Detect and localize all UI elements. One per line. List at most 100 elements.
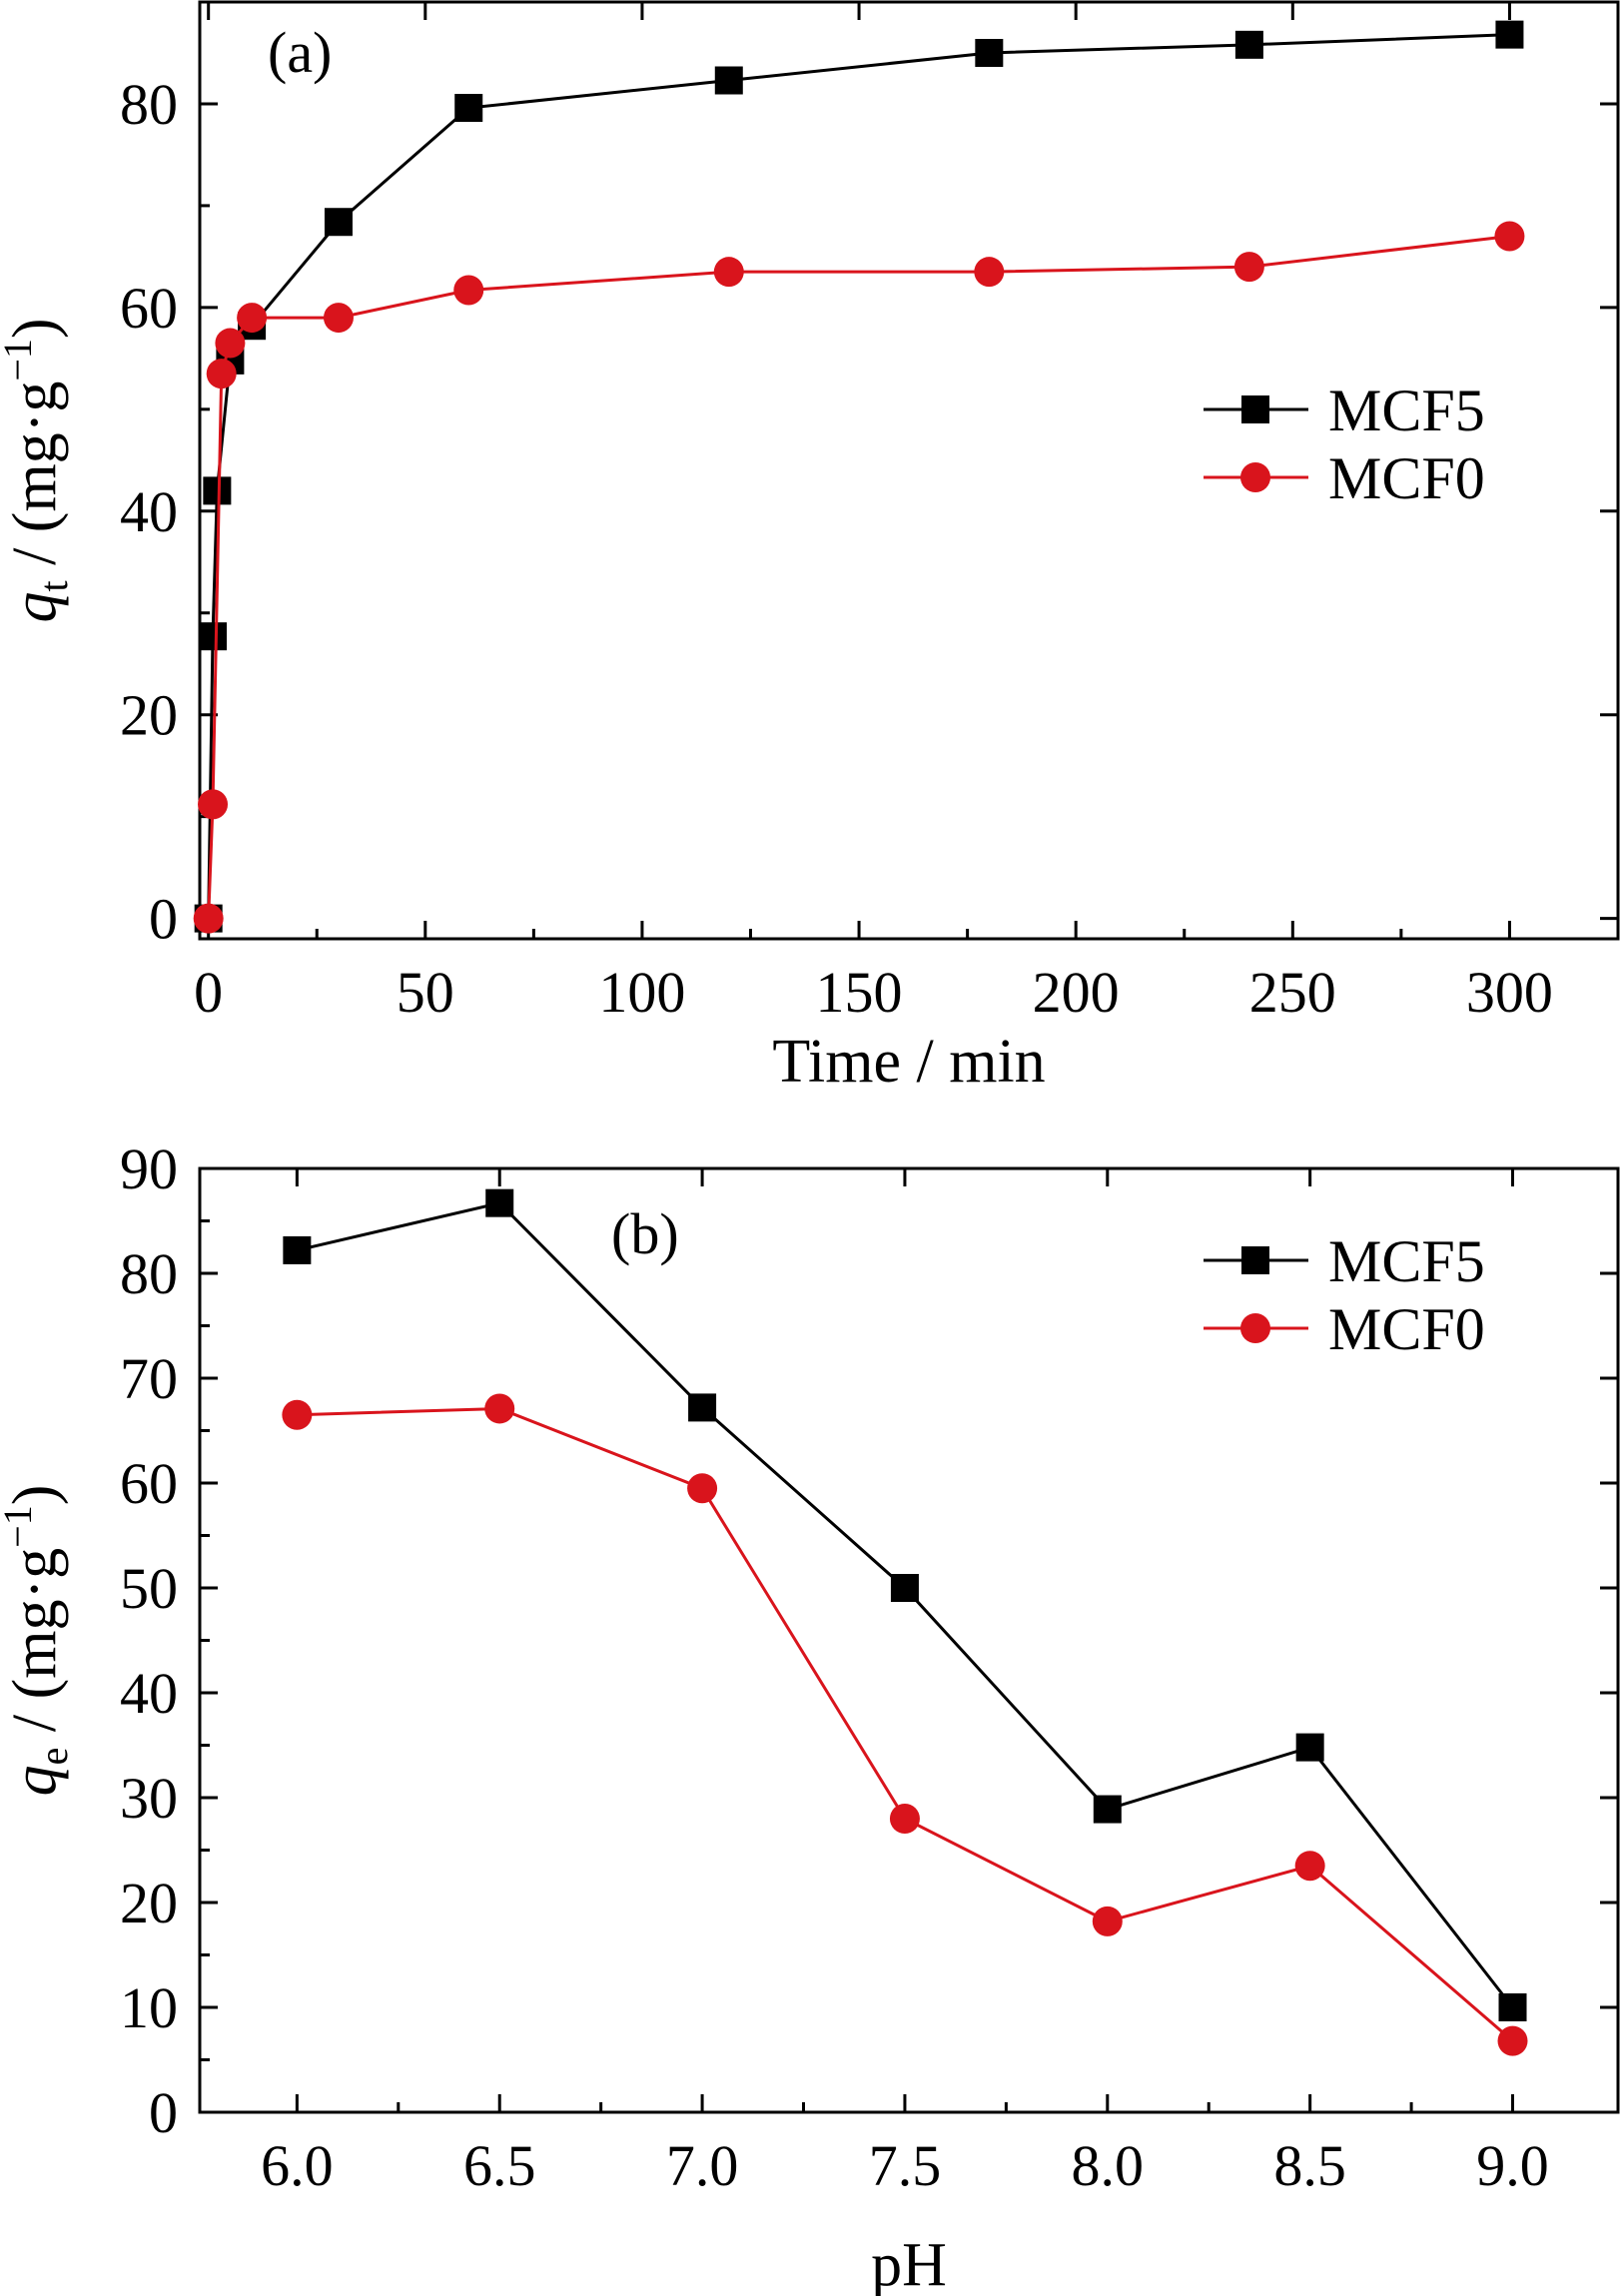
x-tick-label: 7.5	[869, 2133, 942, 2198]
x-tick-label: 200	[1033, 960, 1120, 1025]
data-point	[1092, 1906, 1123, 1936]
y-tick-label: 60	[120, 1451, 178, 1516]
x-tick-label: 6.0	[261, 2133, 334, 2198]
data-point	[453, 275, 484, 306]
series-line	[207, 235, 1510, 919]
legend-label: MCF0	[1328, 445, 1485, 511]
x-axis: 6.0 6.5 7.0 7.5 8.0 8.5 9.0	[261, 1168, 1549, 2198]
y-axis-label-close: )	[1, 1485, 69, 1506]
x-tick-label: 6.5	[463, 2133, 536, 2198]
series-mcf5	[194, 20, 1524, 933]
x-tick-label: 8.5	[1273, 2133, 1346, 2198]
legend-label: MCF5	[1328, 1228, 1485, 1294]
y-axis-label-unit: / (mg·g	[1, 1548, 69, 1748]
y-tick-label: 20	[120, 683, 178, 748]
data-point	[206, 359, 237, 389]
legend-entry-mcf0: MCF0	[1204, 445, 1485, 511]
y-axis-label: qe / (mg·g−1)	[0, 1485, 76, 1797]
legend-entry-mcf0: MCF0	[1204, 1296, 1485, 1362]
y-axis-label-sup: −1	[0, 339, 40, 382]
x-tick-label: 100	[598, 960, 685, 1025]
data-point	[324, 208, 353, 237]
legend-label: MCF0	[1328, 1296, 1485, 1362]
y-axis-label-unit: / (mg·g	[1, 382, 69, 581]
data-point	[1093, 1795, 1122, 1824]
data-point	[889, 1804, 920, 1834]
y-tick-label: 10	[120, 1975, 178, 2040]
y-axis-label: qt / (mg·g−1)	[0, 318, 76, 622]
legend-marker	[1241, 1246, 1269, 1274]
data-point	[484, 1393, 515, 1424]
data-point	[688, 1393, 717, 1422]
chart-panel-b: 6.0 6.5 7.0 7.5 8.0 8.5 9.0 0 10 20 30 40 50 60 70 80 90…	[0, 1137, 1620, 2296]
y-axis: 0 20 40 60 80	[120, 72, 1618, 952]
y-axis-label-sub: t	[31, 580, 76, 591]
legend-label: MCF5	[1328, 378, 1485, 443]
series-mcf0	[282, 1393, 1528, 2056]
data-point	[454, 94, 483, 123]
y-tick-label: 30	[120, 1766, 178, 1831]
y-tick-label: 0	[149, 887, 178, 952]
y-axis-label-var: q	[1, 592, 69, 623]
x-axis-label: pH	[871, 2231, 947, 2296]
chart-panel-a: 0 50 100 150 200 250 300 0 20 40 60 80 Time / min qt …	[0, 0, 1620, 1096]
series-line	[297, 1406, 1514, 2042]
data-point	[1494, 221, 1525, 252]
x-tick-label: 8.0	[1072, 2133, 1145, 2198]
data-point	[215, 328, 246, 359]
data-point	[199, 622, 228, 651]
data-point	[1497, 2025, 1528, 2056]
legend-entry-mcf5: MCF5	[1204, 1228, 1485, 1294]
y-tick-label: 40	[120, 479, 178, 544]
series-mcf0	[193, 221, 1525, 934]
data-point	[237, 303, 268, 334]
y-axis-label-sub: e	[31, 1748, 76, 1766]
data-point	[974, 257, 1005, 288]
data-point	[282, 1399, 313, 1430]
x-tick-label: 300	[1466, 960, 1553, 1025]
x-tick-label: 150	[816, 960, 903, 1025]
data-point	[323, 303, 354, 334]
plot-frame	[198, 0, 1620, 941]
series-mcf5	[283, 1188, 1527, 2021]
y-tick-label: 80	[120, 1241, 178, 1306]
y-tick-label: 50	[120, 1556, 178, 1621]
data-point	[485, 1188, 514, 1217]
y-tick-label: 40	[120, 1661, 178, 1726]
data-point	[1295, 1733, 1324, 1762]
data-point	[1498, 1993, 1527, 2021]
x-tick-label: 250	[1249, 960, 1336, 1025]
data-point	[714, 66, 743, 95]
y-axis-label-var: q	[1, 1765, 69, 1796]
data-point	[975, 38, 1004, 67]
x-axis: 0 50 100 150 200 250 300	[194, 2, 1553, 1025]
data-point	[193, 903, 224, 934]
legend-entry-mcf5: MCF5	[1204, 378, 1485, 443]
y-tick-label: 90	[120, 1137, 178, 1201]
panel-label: (b)	[611, 1201, 679, 1266]
x-axis-label: Time / min	[772, 1028, 1045, 1096]
data-point	[283, 1235, 312, 1264]
legend-marker	[1240, 462, 1270, 492]
y-tick-label: 20	[120, 1871, 178, 1935]
data-point	[1294, 1851, 1325, 1882]
data-point	[890, 1574, 919, 1602]
data-point	[687, 1473, 718, 1504]
x-tick-label: 7.0	[666, 2133, 739, 2198]
data-point	[713, 257, 744, 288]
y-tick-label: 70	[120, 1346, 178, 1411]
legend-marker	[1240, 1313, 1270, 1343]
x-tick-label: 0	[194, 960, 223, 1025]
data-point	[203, 476, 232, 505]
data-point	[1495, 20, 1524, 49]
y-tick-label: 80	[120, 72, 178, 137]
y-axis-label-sup: −1	[0, 1505, 40, 1548]
panel-label: (a)	[268, 20, 332, 85]
data-point	[198, 789, 229, 820]
y-axis: 0 10 20 30 40 50 60 70 80 90	[120, 1137, 1618, 2145]
x-tick-label: 50	[397, 960, 454, 1025]
data-point	[1234, 30, 1263, 59]
y-axis-label-close: )	[1, 318, 69, 339]
data-point	[1233, 252, 1264, 283]
